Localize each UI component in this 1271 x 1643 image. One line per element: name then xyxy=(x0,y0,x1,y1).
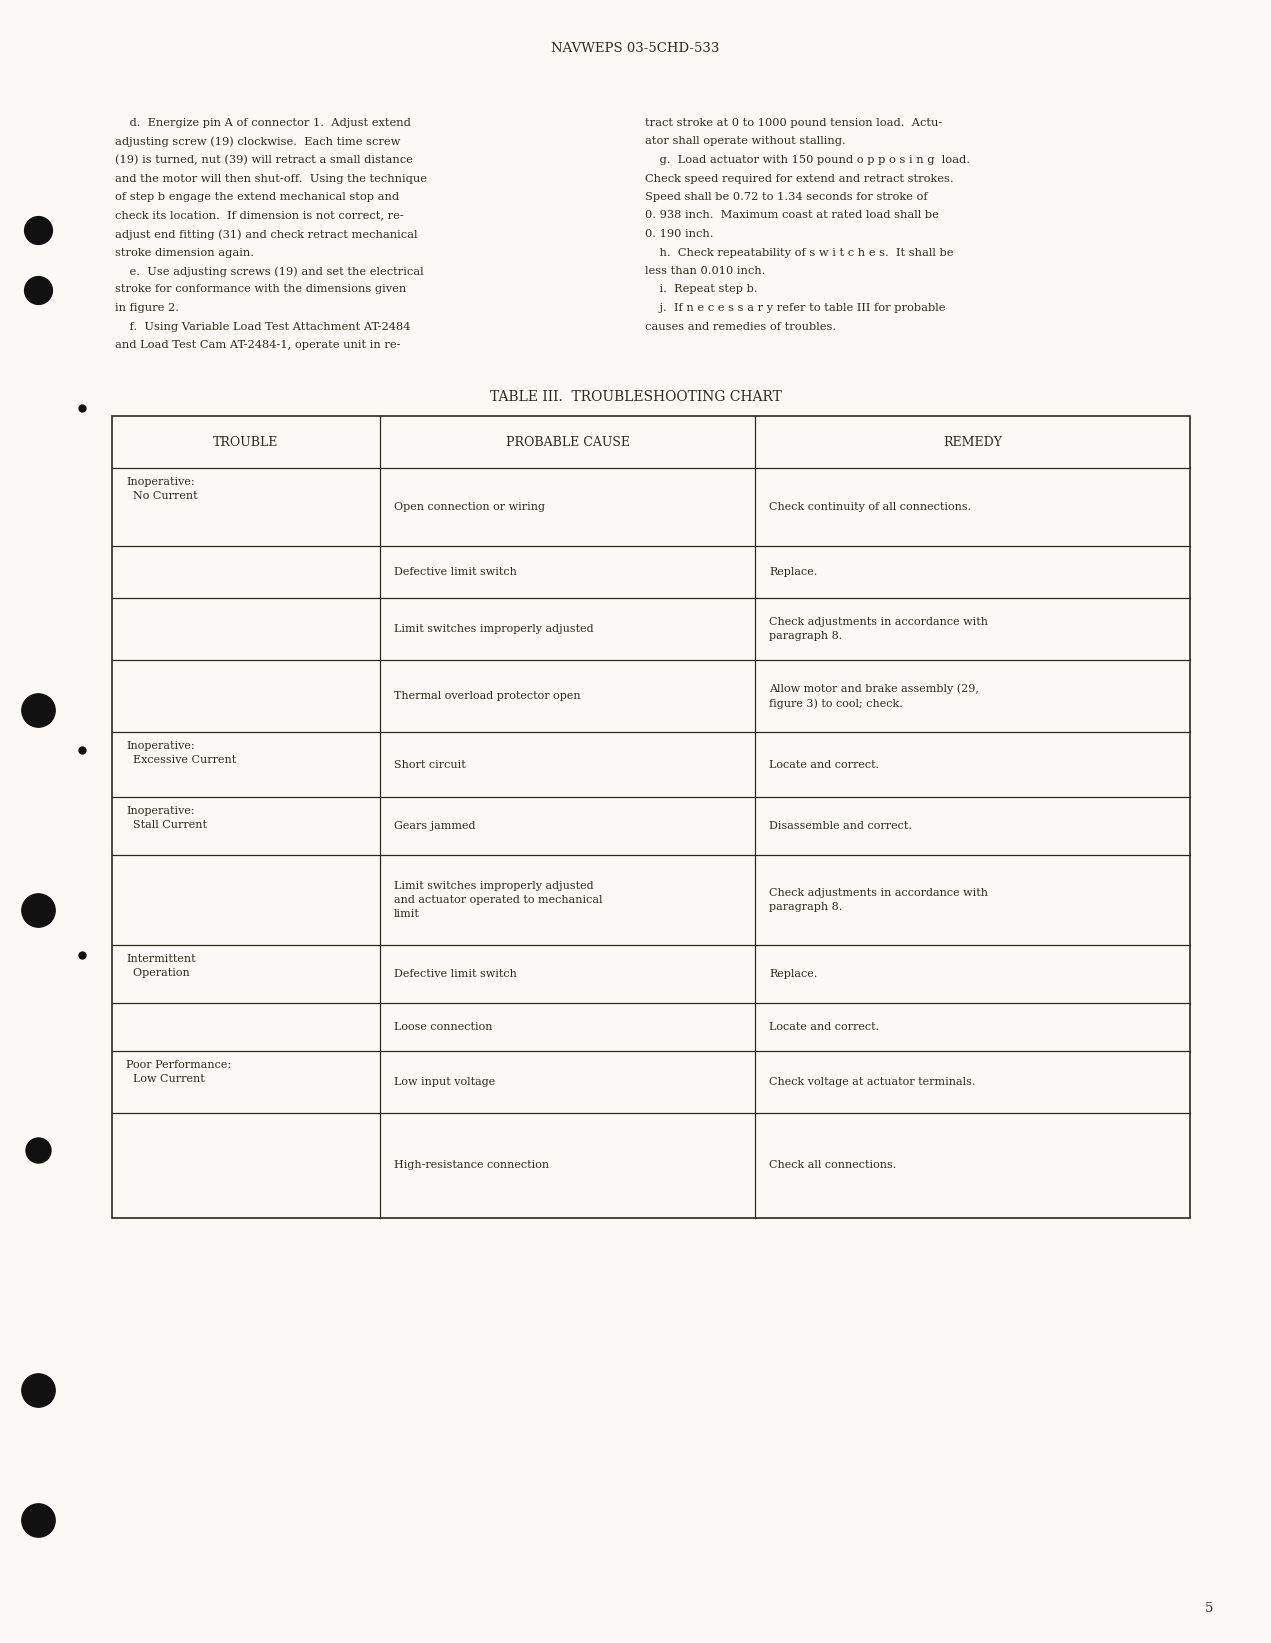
Text: less than 0.010 inch.: less than 0.010 inch. xyxy=(644,266,765,276)
Text: Check speed required for extend and retract strokes.: Check speed required for extend and retr… xyxy=(644,174,953,184)
Text: Short circuit: Short circuit xyxy=(394,759,465,769)
Text: Inoperative:
  No Current: Inoperative: No Current xyxy=(126,476,197,501)
Text: REMEDY: REMEDY xyxy=(943,435,1002,449)
Text: stroke dimension again.: stroke dimension again. xyxy=(114,248,254,258)
Text: TROUBLE: TROUBLE xyxy=(214,435,278,449)
Text: PROBABLE CAUSE: PROBABLE CAUSE xyxy=(506,435,629,449)
Text: h.  Check repeatability of s w i t c h e s.  It shall be: h. Check repeatability of s w i t c h e … xyxy=(644,248,953,258)
Text: of step b engage the extend mechanical stop and: of step b engage the extend mechanical s… xyxy=(114,192,399,202)
Text: NAVWEPS 03-5CHD-533: NAVWEPS 03-5CHD-533 xyxy=(552,43,719,54)
Text: Check all connections.: Check all connections. xyxy=(769,1160,896,1170)
Text: Check adjustments in accordance with
paragraph 8.: Check adjustments in accordance with par… xyxy=(769,887,988,912)
Text: Disassemble and correct.: Disassemble and correct. xyxy=(769,822,911,831)
Text: e.  Use adjusting screws (19) and set the electrical: e. Use adjusting screws (19) and set the… xyxy=(114,266,423,276)
Text: Check adjustments in accordance with
paragraph 8.: Check adjustments in accordance with par… xyxy=(769,618,988,641)
Text: d.  Energize pin A of connector 1.  Adjust extend: d. Energize pin A of connector 1. Adjust… xyxy=(114,118,411,128)
Text: adjusting screw (19) clockwise.  Each time screw: adjusting screw (19) clockwise. Each tim… xyxy=(114,136,400,148)
Bar xyxy=(112,416,1190,1217)
Text: Low input voltage: Low input voltage xyxy=(394,1078,496,1088)
Text: and Load Test Cam AT-2484-1, operate unit in re-: and Load Test Cam AT-2484-1, operate uni… xyxy=(114,340,400,350)
Text: (19) is turned, nut (39) will retract a small distance: (19) is turned, nut (39) will retract a … xyxy=(114,154,413,166)
Text: Locate and correct.: Locate and correct. xyxy=(769,759,880,769)
Text: stroke for conformance with the dimensions given: stroke for conformance with the dimensio… xyxy=(114,284,407,294)
Text: Loose connection: Loose connection xyxy=(394,1022,492,1032)
Text: Poor Performance:
  Low Current: Poor Performance: Low Current xyxy=(126,1060,231,1084)
Text: Check voltage at actuator terminals.: Check voltage at actuator terminals. xyxy=(769,1078,975,1088)
Text: 5: 5 xyxy=(1205,1602,1213,1615)
Text: adjust end fitting (31) and check retract mechanical: adjust end fitting (31) and check retrac… xyxy=(114,228,417,240)
Text: Limit switches improperly adjusted: Limit switches improperly adjusted xyxy=(394,624,594,634)
Text: TABLE III.  TROUBLESHOOTING CHART: TABLE III. TROUBLESHOOTING CHART xyxy=(489,389,782,404)
Text: Defective limit switch: Defective limit switch xyxy=(394,567,517,577)
Text: f.  Using Variable Load Test Attachment AT-2484: f. Using Variable Load Test Attachment A… xyxy=(114,322,411,332)
Text: Defective limit switch: Defective limit switch xyxy=(394,969,517,979)
Text: check its location.  If dimension is not correct, re-: check its location. If dimension is not … xyxy=(114,210,404,220)
Text: Intermittent
  Operation: Intermittent Operation xyxy=(126,955,196,978)
Text: Check continuity of all connections.: Check continuity of all connections. xyxy=(769,503,971,513)
Text: in figure 2.: in figure 2. xyxy=(114,302,179,314)
Text: Inoperative:
  Stall Current: Inoperative: Stall Current xyxy=(126,807,207,830)
Text: causes and remedies of troubles.: causes and remedies of troubles. xyxy=(644,322,836,332)
Text: High-resistance connection: High-resistance connection xyxy=(394,1160,549,1170)
Text: Speed shall be 0.72 to 1.34 seconds for stroke of: Speed shall be 0.72 to 1.34 seconds for … xyxy=(644,192,928,202)
Text: tract stroke at 0 to 1000 pound tension load.  Actu-: tract stroke at 0 to 1000 pound tension … xyxy=(644,118,942,128)
Text: Thermal overload protector open: Thermal overload protector open xyxy=(394,692,581,702)
Text: Inoperative:
  Excessive Current: Inoperative: Excessive Current xyxy=(126,741,236,766)
Text: Open connection or wiring: Open connection or wiring xyxy=(394,503,545,513)
Text: 0. 190 inch.: 0. 190 inch. xyxy=(644,228,713,238)
Text: Replace.: Replace. xyxy=(769,969,817,979)
Text: Limit switches improperly adjusted
and actuator operated to mechanical
limit: Limit switches improperly adjusted and a… xyxy=(394,881,602,918)
Text: Locate and correct.: Locate and correct. xyxy=(769,1022,880,1032)
Text: Allow motor and brake assembly (29,
figure 3) to cool; check.: Allow motor and brake assembly (29, figu… xyxy=(769,683,979,708)
Text: and the motor will then shut-off.  Using the technique: and the motor will then shut-off. Using … xyxy=(114,174,427,184)
Text: Replace.: Replace. xyxy=(769,567,817,577)
Text: Gears jammed: Gears jammed xyxy=(394,822,475,831)
Text: j.  If n e c e s s a r y refer to table III for probable: j. If n e c e s s a r y refer to table I… xyxy=(644,302,946,314)
Text: 0. 938 inch.  Maximum coast at rated load shall be: 0. 938 inch. Maximum coast at rated load… xyxy=(644,210,939,220)
Text: ator shall operate without stalling.: ator shall operate without stalling. xyxy=(644,136,845,146)
Text: i.  Repeat step b.: i. Repeat step b. xyxy=(644,284,758,294)
Text: g.  Load actuator with 150 pound o p p o s i n g  load.: g. Load actuator with 150 pound o p p o … xyxy=(644,154,970,164)
